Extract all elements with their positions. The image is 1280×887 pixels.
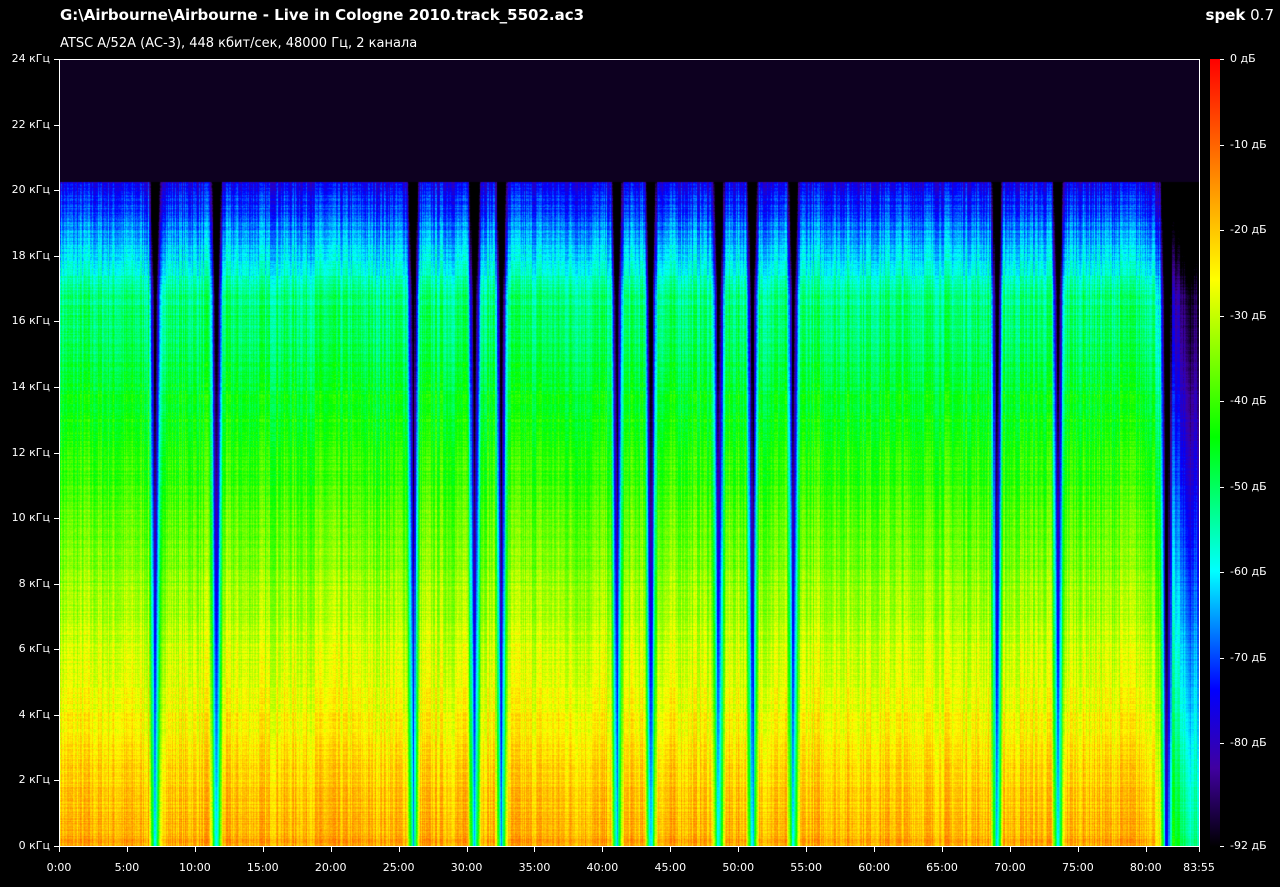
db-tick-label: -10 дБ (1230, 137, 1267, 151)
freq-tick-label: 16 кГц (11, 314, 50, 328)
spectrogram-canvas (60, 60, 1199, 846)
time-tick-label: 5:00 (114, 861, 140, 874)
freq-tick (54, 518, 59, 520)
time-tick (1199, 847, 1200, 852)
app-name: spek (1205, 6, 1246, 24)
stream-info: ATSC A/52A (AC-3), 448 кбит/сек, 48000 Г… (60, 36, 418, 51)
time-tick (738, 847, 740, 852)
db-tick-label: -40 дБ (1230, 394, 1267, 408)
time-tick (1145, 847, 1147, 852)
freq-tick-label: 6 кГц (18, 642, 50, 656)
time-tick-label: 50:00 (722, 861, 755, 874)
freq-tick-label: 20 кГц (11, 183, 50, 197)
app-version: 0.7 (1250, 6, 1274, 24)
app-brand: spek 0.7 (1206, 6, 1274, 24)
freq-tick (54, 649, 59, 651)
db-tick (1220, 743, 1224, 745)
db-tick-label: -80 дБ (1230, 736, 1267, 750)
time-tick (602, 847, 604, 852)
db-tick (1220, 657, 1224, 659)
db-tick-label: -70 дБ (1230, 650, 1267, 664)
freq-tick-label: 14 кГц (11, 379, 50, 393)
time-tick (126, 847, 128, 852)
time-tick (670, 847, 672, 852)
freq-tick (54, 780, 59, 782)
time-tick (194, 847, 196, 852)
db-tick (1220, 846, 1224, 847)
freq-tick-label: 10 кГц (11, 511, 50, 525)
freq-tick (54, 255, 59, 257)
db-tick-label: -30 дБ (1230, 308, 1267, 322)
db-tick-label: -50 дБ (1230, 479, 1267, 493)
time-tick (806, 847, 808, 852)
freq-tick-label: 2 кГц (18, 773, 50, 787)
time-tick (534, 847, 536, 852)
freq-tick (54, 452, 59, 454)
db-tick (1220, 486, 1224, 488)
time-tick-label: 10:00 (178, 861, 211, 874)
time-tick-label: 0:00 (46, 861, 72, 874)
freq-tick (54, 190, 59, 192)
db-tick-label: -20 дБ (1230, 223, 1267, 237)
db-tick (1220, 572, 1224, 574)
time-tick-label: 55:00 (790, 861, 823, 874)
db-tick (1220, 59, 1224, 60)
time-tick (874, 847, 876, 852)
db-colorbar (1210, 59, 1220, 847)
time-tick (1077, 847, 1079, 852)
freq-tick (54, 583, 59, 585)
file-title: G:\Airbourne\Airbourne - Live in Cologne… (60, 6, 585, 24)
time-tick (59, 847, 60, 852)
db-tick-label: -92 дБ (1230, 839, 1267, 852)
time-tick-label: 60:00 (858, 861, 890, 874)
freq-tick-label: 8 кГц (18, 576, 50, 590)
time-tick (1009, 847, 1011, 852)
freq-tick-label: 24 кГц (11, 52, 50, 65)
time-tick-label: 35:00 (518, 861, 551, 874)
time-tick-label: 40:00 (586, 861, 619, 874)
time-tick-label: 70:00 (994, 861, 1026, 874)
db-tick (1220, 315, 1224, 317)
db-tick-label: -60 дБ (1230, 565, 1267, 579)
freq-tick (54, 321, 59, 323)
time-tick (466, 847, 468, 852)
freq-tick (54, 124, 59, 126)
freq-tick (54, 59, 59, 60)
db-tick (1220, 230, 1224, 232)
time-tick-label: 30:00 (450, 861, 483, 874)
freq-tick (54, 714, 59, 716)
time-tick-label: 80:00 (1129, 861, 1162, 874)
freq-tick (54, 386, 59, 388)
time-tick-label: 45:00 (654, 861, 687, 874)
db-tick-label: 0 дБ (1230, 52, 1256, 65)
time-tick-label: 20:00 (314, 861, 347, 874)
time-tick (398, 847, 400, 852)
time-tick (262, 847, 264, 852)
db-tick (1220, 401, 1224, 403)
freq-tick-label: 18 кГц (11, 248, 50, 262)
time-tick-label: 83:55 (1183, 861, 1215, 874)
time-tick (942, 847, 944, 852)
spectrogram-plot (59, 59, 1200, 847)
freq-tick (54, 846, 59, 847)
time-tick-label: 75:00 (1062, 861, 1094, 874)
freq-tick-label: 22 кГц (11, 117, 50, 131)
freq-tick-label: 12 кГц (11, 445, 50, 459)
db-tick (1220, 144, 1224, 146)
time-tick-label: 15:00 (246, 861, 279, 874)
freq-tick-label: 0 кГц (18, 839, 50, 852)
time-tick-label: 25:00 (382, 861, 415, 874)
time-tick (330, 847, 332, 852)
freq-tick-label: 4 кГц (18, 707, 50, 721)
time-tick-label: 65:00 (926, 861, 958, 874)
